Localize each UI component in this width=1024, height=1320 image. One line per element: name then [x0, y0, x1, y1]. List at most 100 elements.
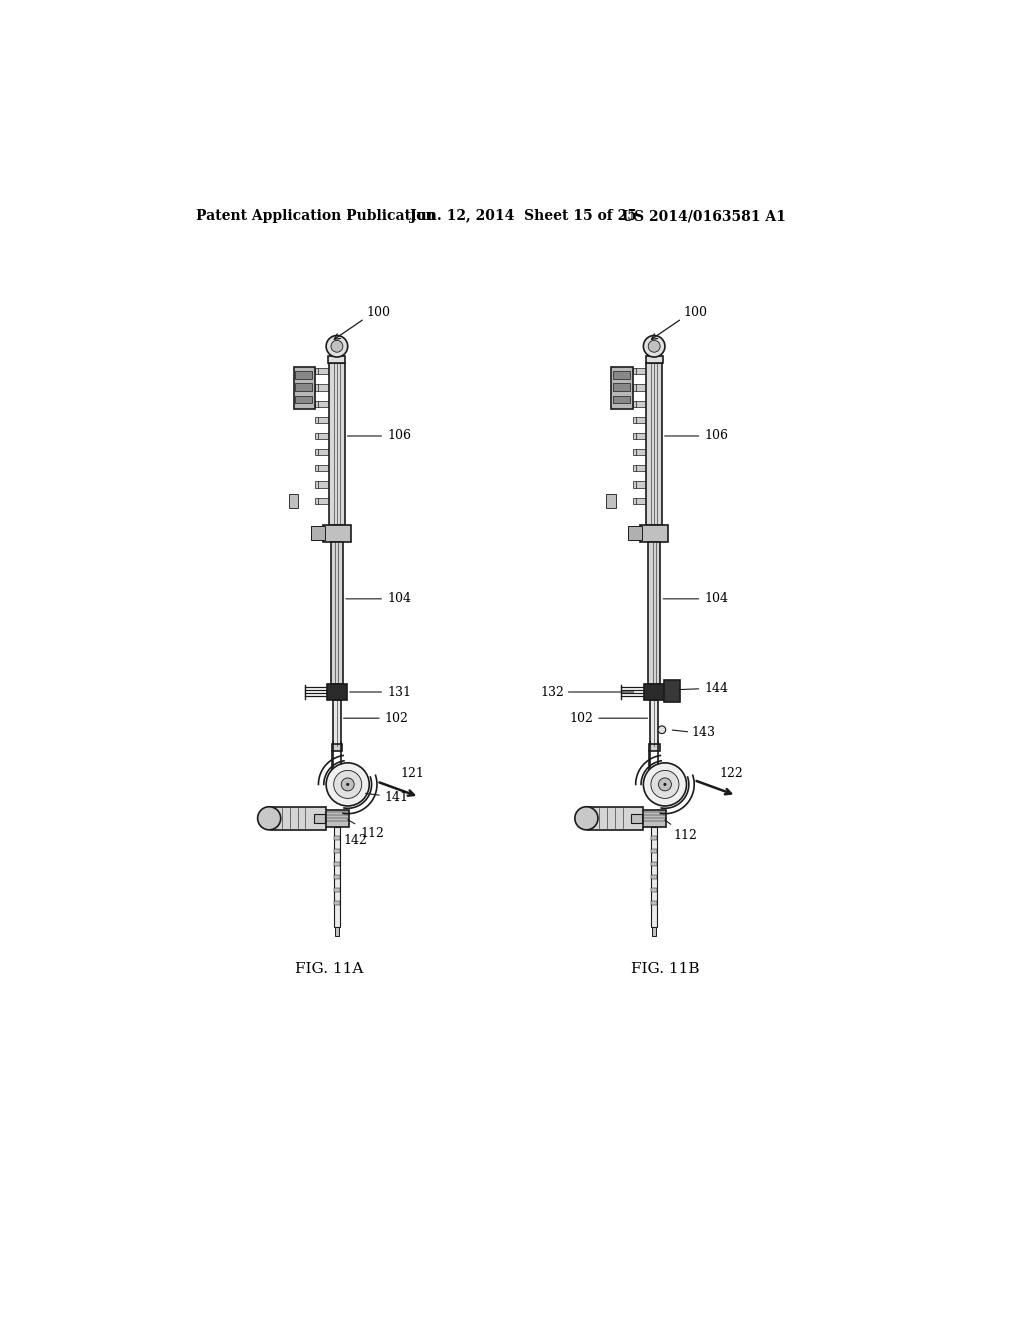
Bar — [646, 355, 663, 363]
Bar — [644, 684, 665, 700]
Bar — [329, 355, 345, 363]
Bar — [315, 498, 330, 504]
Bar — [315, 433, 330, 440]
Text: 141: 141 — [366, 791, 409, 804]
Bar — [333, 700, 341, 746]
Bar — [640, 525, 668, 543]
Text: 121: 121 — [400, 767, 424, 780]
Bar — [315, 482, 330, 487]
Circle shape — [664, 783, 667, 785]
Bar — [334, 888, 340, 892]
Text: 143: 143 — [691, 726, 715, 739]
Bar — [310, 527, 325, 540]
Bar — [612, 396, 630, 404]
Text: 104: 104 — [346, 593, 411, 606]
Bar — [289, 494, 298, 508]
Bar — [648, 543, 660, 684]
Bar — [649, 744, 659, 751]
Bar — [331, 543, 343, 684]
Text: 112: 112 — [348, 820, 384, 841]
Bar — [631, 813, 642, 822]
Bar — [633, 449, 646, 455]
Bar — [588, 807, 643, 830]
Circle shape — [334, 771, 361, 799]
Text: 106: 106 — [347, 429, 411, 442]
Text: 100: 100 — [683, 306, 708, 319]
Bar — [612, 371, 630, 379]
Bar — [651, 888, 657, 892]
Circle shape — [643, 763, 686, 807]
Circle shape — [658, 777, 672, 791]
Circle shape — [326, 763, 370, 807]
Bar — [633, 482, 646, 487]
Bar — [334, 826, 340, 927]
Bar — [633, 417, 646, 422]
Bar — [651, 862, 657, 866]
Bar — [334, 836, 340, 840]
Bar — [651, 836, 657, 840]
Bar — [315, 400, 330, 407]
Text: 144: 144 — [679, 681, 728, 694]
Bar — [665, 681, 680, 702]
Text: 102: 102 — [569, 711, 647, 725]
Bar — [327, 684, 347, 700]
Bar — [332, 744, 342, 751]
Bar — [270, 807, 326, 830]
Text: 122: 122 — [720, 767, 743, 780]
Bar — [315, 449, 330, 455]
Bar — [651, 826, 657, 927]
Bar — [642, 810, 667, 826]
Bar — [611, 367, 633, 409]
Bar — [652, 927, 656, 936]
Bar — [633, 433, 646, 440]
Bar — [633, 400, 646, 407]
Bar — [334, 902, 340, 906]
Bar — [650, 700, 658, 746]
Circle shape — [341, 777, 354, 791]
Bar — [313, 813, 325, 822]
Bar — [334, 875, 340, 879]
Bar — [325, 810, 349, 826]
Bar — [612, 383, 630, 391]
Bar — [628, 527, 642, 540]
Circle shape — [648, 341, 660, 352]
Circle shape — [326, 335, 348, 358]
Bar — [315, 465, 330, 471]
Bar — [651, 875, 657, 879]
Text: Patent Application Publication: Patent Application Publication — [196, 209, 435, 223]
Bar — [646, 363, 662, 525]
Bar — [633, 498, 646, 504]
Bar — [315, 384, 330, 391]
Text: Jun. 12, 2014  Sheet 15 of 25: Jun. 12, 2014 Sheet 15 of 25 — [410, 209, 637, 223]
Text: FIG. 11A: FIG. 11A — [295, 962, 364, 977]
Text: 104: 104 — [664, 593, 728, 606]
Bar — [315, 417, 330, 422]
Text: 102: 102 — [343, 711, 409, 725]
Circle shape — [574, 807, 598, 830]
Text: FIG. 11B: FIG. 11B — [632, 962, 700, 977]
Circle shape — [643, 335, 665, 358]
Text: 106: 106 — [665, 429, 728, 442]
Bar — [651, 849, 657, 853]
Bar — [295, 383, 312, 391]
Text: 132: 132 — [541, 685, 564, 698]
Circle shape — [651, 771, 679, 799]
Bar — [315, 368, 330, 375]
Bar — [330, 363, 345, 525]
Bar — [295, 371, 312, 379]
Bar — [334, 849, 340, 853]
Bar — [633, 384, 646, 391]
Text: 100: 100 — [367, 306, 390, 319]
Text: 142: 142 — [343, 834, 367, 847]
Circle shape — [658, 726, 666, 734]
Bar — [651, 902, 657, 906]
Text: US 2014/0163581 A1: US 2014/0163581 A1 — [622, 209, 785, 223]
Bar — [294, 367, 315, 409]
Bar — [633, 368, 646, 375]
Bar — [335, 927, 339, 936]
Circle shape — [346, 783, 349, 785]
Bar — [295, 396, 312, 404]
Text: 131: 131 — [350, 685, 411, 698]
Circle shape — [331, 341, 343, 352]
Bar — [633, 465, 646, 471]
